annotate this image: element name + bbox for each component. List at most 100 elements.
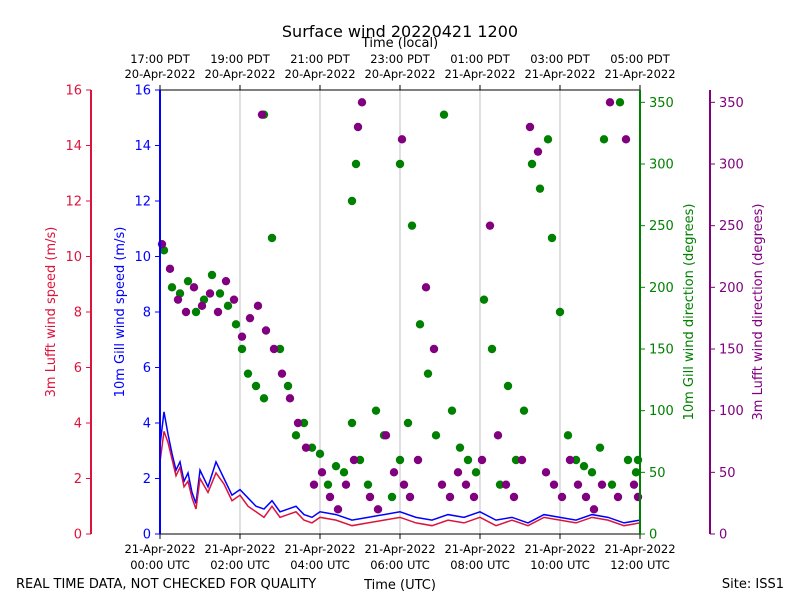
series-line-gill_speed bbox=[159, 411, 641, 524]
data-point-lufft_dir bbox=[413, 455, 423, 465]
data-point-lufft_dir bbox=[597, 480, 607, 489]
data-point-gill_dir bbox=[579, 461, 589, 471]
gill-dir-axis-tick-label: 250 bbox=[649, 219, 674, 234]
data-point-gill_dir bbox=[371, 406, 381, 415]
data-point-lufft_dir bbox=[245, 313, 255, 323]
gill-dir-axis-tick-label: 150 bbox=[649, 343, 674, 358]
data-point-gill_dir bbox=[323, 480, 333, 489]
data-point-gill_dir bbox=[223, 301, 233, 311]
data-point-lufft_dir bbox=[381, 431, 391, 440]
data-point-gill_dir bbox=[267, 233, 277, 243]
data-point-lufft_dir bbox=[621, 135, 631, 144]
data-point-lufft_dir bbox=[253, 301, 263, 311]
data-point-lufft_dir bbox=[477, 455, 487, 465]
data-point-lufft_dir bbox=[581, 492, 591, 502]
data-point-lufft_dir bbox=[429, 344, 439, 354]
data-point-gill_dir bbox=[471, 468, 481, 477]
data-point-lufft_dir bbox=[165, 264, 175, 274]
data-point-lufft_dir bbox=[397, 135, 407, 144]
data-point-lufft_dir bbox=[421, 283, 431, 292]
data-point-lufft_dir bbox=[373, 505, 383, 514]
lufft-dir-axis-tick-label: 350 bbox=[719, 96, 744, 111]
data-point-gill_dir bbox=[623, 455, 633, 465]
data-point-gill_dir bbox=[351, 159, 361, 169]
gill-dir-axis-tick-label: 100 bbox=[649, 404, 674, 419]
axis-ticks: 0 2 4 6 8 10 12 14 16 0 2 4 6 8 10 12 14 16 0 50 100 150 200 25… bbox=[65, 52, 743, 572]
bottom-tick-time: 02:00 UTC bbox=[210, 558, 270, 572]
data-point-lufft_dir bbox=[453, 468, 463, 477]
data-point-lufft_dir bbox=[229, 295, 239, 304]
data-point-gill_dir bbox=[519, 406, 529, 415]
lufft-speed-axis-tick-label: 6 bbox=[74, 361, 82, 376]
data-point-gill_dir bbox=[315, 449, 325, 459]
data-point-gill_dir bbox=[191, 307, 201, 317]
data-point-gill_dir bbox=[527, 159, 537, 169]
top-tick-date: 20-Apr-2022 bbox=[364, 67, 435, 81]
data-point-gill_dir bbox=[479, 295, 489, 304]
top-tick-date: 20-Apr-2022 bbox=[124, 67, 195, 81]
lufft-speed-axis-tick-label: 8 bbox=[74, 306, 82, 321]
data-point-gill_dir bbox=[347, 196, 357, 206]
data-point-gill_dir bbox=[615, 98, 625, 107]
data-point-lufft_dir bbox=[317, 468, 327, 477]
data-point-lufft_dir bbox=[517, 455, 527, 465]
data-point-lufft_dir bbox=[399, 480, 409, 489]
data-point-gill_dir bbox=[331, 461, 341, 471]
bottom-tick-time: 08:00 UTC bbox=[450, 558, 510, 572]
top-tick-date: 21-Apr-2022 bbox=[604, 67, 675, 81]
data-point-gill_dir bbox=[455, 443, 465, 452]
data-point-gill_dir bbox=[563, 431, 573, 440]
data-point-gill_dir bbox=[487, 344, 497, 354]
data-point-lufft_dir bbox=[261, 326, 271, 335]
data-point-gill_dir bbox=[347, 418, 357, 428]
lufft-speed-axis-tick-label: 14 bbox=[65, 139, 82, 154]
gill-speed-axis-tick-label: 2 bbox=[143, 472, 151, 487]
data-point-lufft_dir bbox=[341, 480, 351, 489]
top-tick-date: 21-Apr-2022 bbox=[524, 67, 595, 81]
data-point-gill_dir bbox=[243, 369, 253, 378]
lufft-dir-axis-tick-label: 150 bbox=[719, 343, 744, 358]
gill-speed-axis-label: 10m Gill wind speed (m/s) bbox=[113, 227, 128, 398]
data-point-lufft_dir bbox=[357, 98, 367, 107]
data-point-lufft_dir bbox=[557, 492, 567, 502]
data-point-lufft_dir bbox=[565, 455, 575, 465]
bottom-tick-date: 21-Apr-2022 bbox=[604, 542, 675, 556]
data-point-gill_dir bbox=[535, 184, 545, 193]
data-point-gill_dir bbox=[207, 270, 217, 280]
data-point-gill_dir bbox=[395, 159, 405, 169]
data-point-gill_dir bbox=[215, 289, 225, 298]
data-point-lufft_dir bbox=[237, 332, 247, 341]
data-point-lufft_dir bbox=[365, 492, 375, 502]
data-point-gill_dir bbox=[439, 110, 449, 119]
data-point-gill_dir bbox=[587, 468, 597, 477]
bottom-tick-date: 21-Apr-2022 bbox=[364, 542, 435, 556]
data-point-lufft_dir bbox=[389, 468, 399, 477]
data-point-gill_dir bbox=[183, 276, 193, 286]
lufft-dir-axis-tick-label: 0 bbox=[719, 528, 727, 543]
top-tick-time: 01:00 PDT bbox=[450, 52, 511, 66]
data-point-lufft_dir bbox=[629, 480, 639, 489]
data-point-gill_dir bbox=[503, 381, 513, 391]
data-point-lufft_dir bbox=[437, 480, 447, 489]
data-point-gill_dir bbox=[447, 406, 457, 415]
data-point-lufft_dir bbox=[293, 418, 303, 428]
data-point-gill_dir bbox=[395, 455, 405, 465]
bottom-tick-date: 21-Apr-2022 bbox=[444, 542, 515, 556]
lufft-dir-axis-tick-label: 50 bbox=[719, 466, 736, 481]
data-point-lufft_dir bbox=[469, 492, 479, 502]
top-tick-time: 23:00 PDT bbox=[370, 52, 431, 66]
gill-speed-axis-tick-label: 4 bbox=[143, 417, 151, 432]
series-line-lufft_speed bbox=[159, 431, 641, 527]
lufft-dir-axis-tick-label: 250 bbox=[719, 219, 744, 234]
bottom-axis-label: Time (UTC) bbox=[363, 578, 436, 593]
data-point-gill_dir bbox=[403, 418, 413, 428]
bottom-tick-date: 21-Apr-2022 bbox=[524, 542, 595, 556]
lufft-speed-axis-tick-label: 2 bbox=[74, 472, 82, 487]
gill-speed-axis-tick-label: 8 bbox=[143, 306, 151, 321]
data-point-gill_dir bbox=[237, 344, 247, 354]
lufft-speed-axis-tick-label: 4 bbox=[74, 417, 82, 432]
data-point-lufft_dir bbox=[221, 276, 231, 286]
data-point-gill_dir bbox=[495, 480, 505, 489]
lufft-dir-axis-tick-label: 300 bbox=[719, 158, 744, 173]
